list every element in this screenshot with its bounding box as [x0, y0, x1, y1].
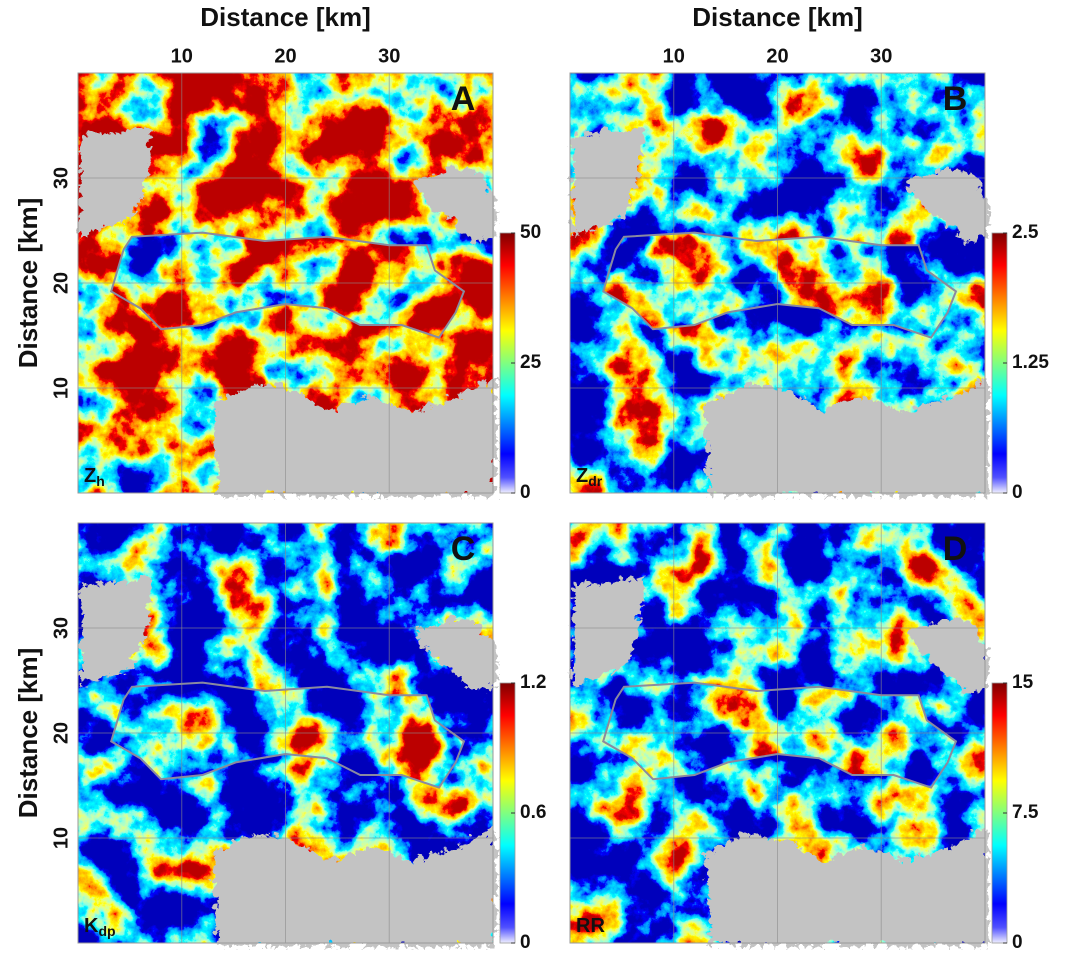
- storm-outline: [602, 231, 958, 339]
- no-data-region: [902, 615, 985, 691]
- no-data-region: [702, 825, 985, 943]
- y-axis-title: Distance [km]: [13, 648, 43, 819]
- x-axis-title: Distance [km]: [692, 2, 863, 32]
- colorbar-tick-label: 1.25: [1012, 352, 1049, 373]
- plot-frame: [569, 522, 986, 944]
- colorbar-tick-label: 0: [1012, 482, 1023, 503]
- storm-region: [603, 682, 956, 788]
- storm-outline: [110, 681, 466, 789]
- panel-label: C: [451, 530, 476, 568]
- colorbar-tick-label: 0: [520, 932, 531, 953]
- variable-subscript: dr: [588, 473, 603, 489]
- no-data-region: [210, 825, 494, 943]
- variable-symbol: Z: [576, 465, 588, 487]
- y-tick-label: 30: [50, 617, 72, 639]
- colorbar-tick-label: 7.5: [1012, 802, 1039, 823]
- storm-region: [603, 232, 956, 338]
- no-data-region: [702, 375, 985, 493]
- y-tick-label: 10: [50, 377, 72, 399]
- y-tick-label: 30: [50, 167, 72, 189]
- colorbar-tick-label: 0: [1012, 932, 1023, 953]
- variable-symbol: Z: [84, 465, 96, 487]
- y-axis-title: Distance [km]: [13, 198, 43, 369]
- x-tick-label: 10: [171, 45, 193, 67]
- variable-subscript: h: [96, 473, 105, 489]
- colorbar-tick-label: 15: [1012, 672, 1034, 693]
- variable-symbol: K: [84, 915, 99, 937]
- variable-label: Kdp: [84, 915, 116, 938]
- x-axis-title: Distance [km]: [200, 2, 371, 32]
- variable-label: RR: [576, 915, 605, 937]
- y-tick-label: 20: [50, 722, 72, 744]
- panel-label: D: [943, 530, 968, 568]
- panel-label: B: [943, 80, 968, 118]
- no-data-region: [410, 615, 493, 691]
- no-data-region: [210, 375, 494, 493]
- x-tick-label: 20: [766, 45, 788, 67]
- x-tick-label: 30: [870, 45, 892, 67]
- storm-outline: [602, 681, 958, 789]
- colorbar-tick-label: 25: [520, 352, 542, 373]
- x-tick-label: 10: [663, 45, 685, 67]
- colorbar-tick-label: 2.5: [1012, 222, 1039, 243]
- storm-region: [111, 232, 464, 338]
- plot-frame: [77, 522, 494, 944]
- panel-label: A: [451, 80, 476, 118]
- storm-outline: [110, 231, 466, 339]
- x-tick-label: 30: [378, 45, 400, 67]
- colorbar-tick-label: 0: [520, 482, 531, 503]
- variable-symbol: RR: [576, 915, 605, 937]
- colorbar-tick-label: 1.2: [520, 672, 546, 693]
- variable-subscript: dp: [98, 923, 115, 939]
- y-tick-label: 20: [50, 272, 72, 294]
- no-data-region: [410, 165, 493, 241]
- colorbar-tick-label: 0.6: [520, 802, 546, 823]
- colorbar-tick-label: 50: [520, 222, 541, 243]
- variable-label: Zdr: [576, 465, 603, 488]
- storm-region: [111, 682, 464, 788]
- variable-label: Zh: [84, 465, 105, 488]
- no-data-region: [902, 165, 985, 241]
- plot-frame: [77, 72, 494, 494]
- y-tick-label: 10: [50, 827, 72, 849]
- x-tick-label: 20: [274, 45, 296, 67]
- plot-frame: [569, 72, 986, 494]
